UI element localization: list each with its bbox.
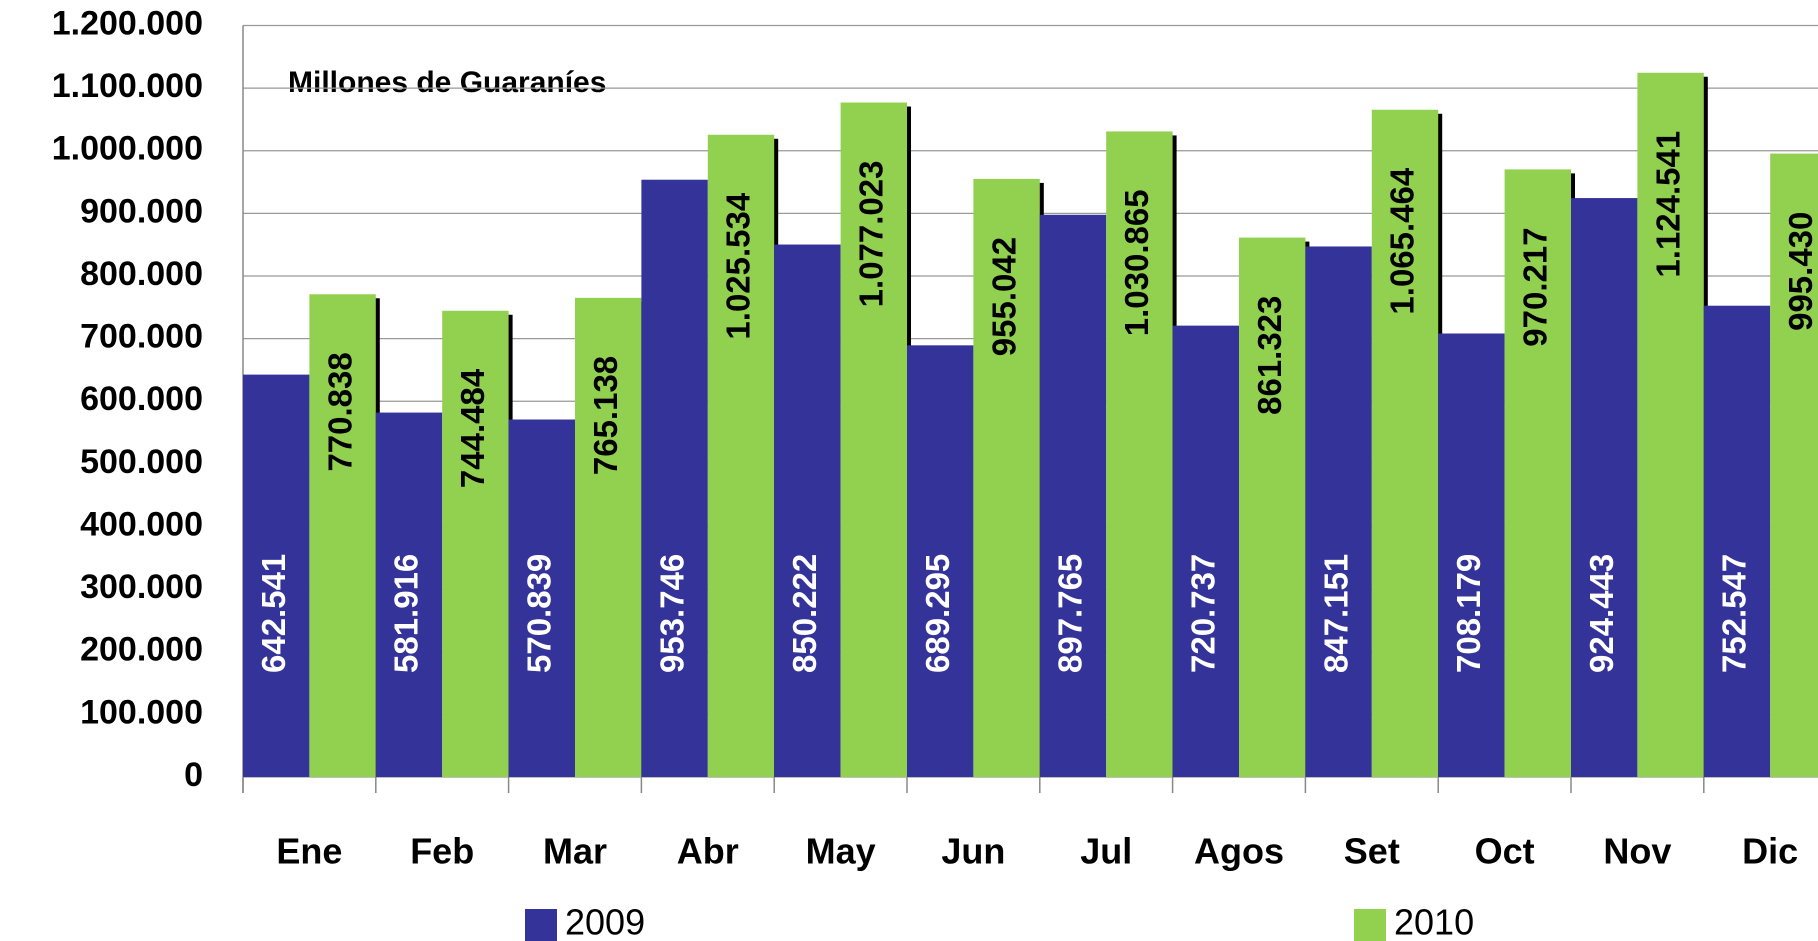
bar: [1571, 198, 1638, 777]
data-label: 850.222: [786, 554, 823, 673]
bar: [973, 178, 1040, 777]
x-tick-label: Abr: [677, 831, 739, 872]
x-tick-label: Jul: [1080, 831, 1132, 872]
data-label: 708.179: [1450, 554, 1487, 673]
bar: [1770, 153, 1818, 778]
bar: [442, 310, 509, 777]
data-label: 770.838: [321, 352, 358, 471]
x-tick-label: Set: [1344, 831, 1400, 872]
bar: [1106, 131, 1173, 778]
data-label: 1.030.865: [1118, 189, 1155, 336]
data-label: 1.065.464: [1384, 167, 1421, 314]
bar: [1239, 237, 1306, 778]
x-tick-label: Feb: [410, 831, 474, 872]
bar: [774, 244, 841, 778]
x-tick-label: May: [806, 831, 876, 872]
y-tick-label: 600.000: [80, 380, 203, 418]
bar: [840, 102, 907, 777]
data-label: 765.138: [587, 356, 624, 475]
x-tick-label: Dic: [1742, 831, 1798, 872]
bar: [1172, 325, 1239, 777]
data-label: 1.077.023: [853, 161, 890, 308]
x-tick-label: Jun: [941, 831, 1005, 872]
data-label: 642.541: [255, 554, 292, 673]
legend-swatch: [525, 909, 557, 941]
x-tick-label: Ene: [276, 831, 342, 872]
bar: [575, 297, 642, 777]
data-label: 953.746: [653, 554, 690, 673]
y-tick-label: 500.000: [80, 443, 203, 481]
chart-subtitle: Millones de Guaraníes: [288, 66, 606, 99]
legend-label: 2010: [1394, 902, 1474, 941]
bar: [1371, 109, 1439, 777]
data-label: 995.430: [1782, 212, 1818, 331]
x-tick-label: Nov: [1603, 831, 1671, 872]
bar: [309, 294, 376, 777]
x-tick-label: Mar: [543, 831, 607, 872]
data-label: 570.839: [521, 554, 558, 673]
legend-swatch: [1354, 909, 1386, 941]
data-label: 897.765: [1052, 554, 1089, 673]
y-tick-label: 300.000: [80, 568, 203, 606]
data-label: 581.916: [388, 554, 425, 673]
data-label: 744.484: [454, 368, 491, 488]
data-label: 1.124.541: [1649, 131, 1686, 278]
data-label: 752.547: [1716, 554, 1753, 673]
bar: [1039, 214, 1107, 778]
bar: [1438, 333, 1505, 777]
y-tick-label: 0: [184, 756, 203, 794]
bar: [243, 374, 310, 777]
y-tick-label: 100.000: [80, 693, 203, 731]
y-tick-label: 1.200.000: [52, 4, 203, 42]
y-tick-label: 400.000: [80, 505, 203, 543]
x-tick-label: Oct: [1475, 831, 1535, 872]
bar: [1305, 246, 1372, 777]
data-label: 924.443: [1583, 554, 1620, 673]
bar: [707, 134, 775, 777]
y-tick-label: 800.000: [80, 255, 203, 293]
bar: [1504, 169, 1571, 777]
data-label: 955.042: [985, 237, 1022, 356]
y-tick-label: 200.000: [80, 631, 203, 669]
bar: [1637, 72, 1704, 777]
y-tick-label: 900.000: [80, 192, 203, 230]
x-tick-label: Agos: [1194, 831, 1284, 872]
data-label: 847.151: [1317, 554, 1354, 673]
data-label: 689.295: [919, 554, 956, 673]
data-label: 861.323: [1251, 296, 1288, 415]
bar: [907, 345, 974, 777]
data-label: 1.025.534: [720, 192, 757, 339]
y-tick-label: 1.000.000: [52, 130, 203, 168]
bar: [375, 412, 443, 777]
y-tick-label: 1.100.000: [52, 67, 203, 105]
bar: [641, 179, 708, 778]
data-label: 970.217: [1517, 227, 1554, 346]
data-label: 720.737: [1185, 554, 1222, 673]
y-tick-label: 700.000: [80, 318, 203, 356]
bar: [508, 419, 575, 777]
bar: [1703, 305, 1771, 777]
legend-label: 2009: [565, 902, 645, 941]
